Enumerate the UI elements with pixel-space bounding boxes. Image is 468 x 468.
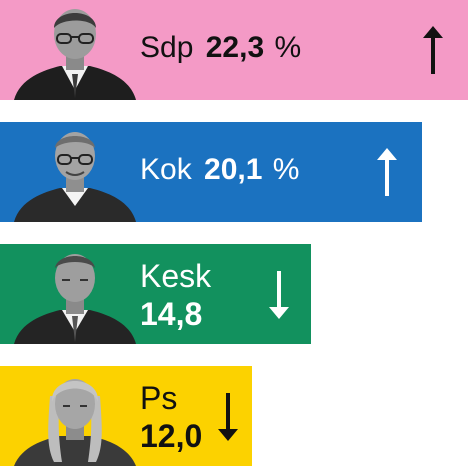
arrow-down-icon — [269, 271, 289, 319]
value-label-kok: 20,1 — [204, 153, 263, 186]
portrait-kesk-leader — [14, 254, 136, 344]
unit-label-sdp: % — [274, 31, 302, 64]
party-name-kok: Kok — [140, 153, 192, 186]
bar-ps: Ps 12,0 — [0, 366, 252, 466]
party-label-kesk: Kesk 14,8 — [140, 260, 211, 330]
value-label-ps: 12,0 — [140, 418, 203, 454]
portrait-kok-leader — [14, 132, 136, 222]
arrow-up-icon — [423, 26, 443, 74]
bar-sdp: Sdp 22,3 % — [0, 0, 468, 100]
value-label-kesk: 14,8 — [140, 296, 203, 332]
party-name-kesk: Kesk — [140, 258, 212, 294]
party-name-sdp: Sdp — [140, 31, 194, 64]
party-name-ps: Ps — [140, 380, 178, 416]
bar-kok: Kok 20,1 % — [0, 122, 422, 222]
bar-kesk: Kesk 14,8 — [0, 244, 311, 344]
value-label-sdp: 22,3 — [205, 31, 265, 64]
arrow-up-icon — [377, 148, 397, 196]
party-label-sdp: Sdp 22,3 % — [140, 33, 301, 63]
portrait-sdp-leader — [14, 9, 136, 100]
unit-label-kok: % — [272, 153, 300, 186]
portrait-ps-leader — [14, 379, 136, 466]
party-label-ps: Ps 12,0 — [140, 382, 202, 452]
arrow-down-icon — [218, 393, 238, 441]
party-label-kok: Kok 20,1 % — [140, 155, 299, 185]
